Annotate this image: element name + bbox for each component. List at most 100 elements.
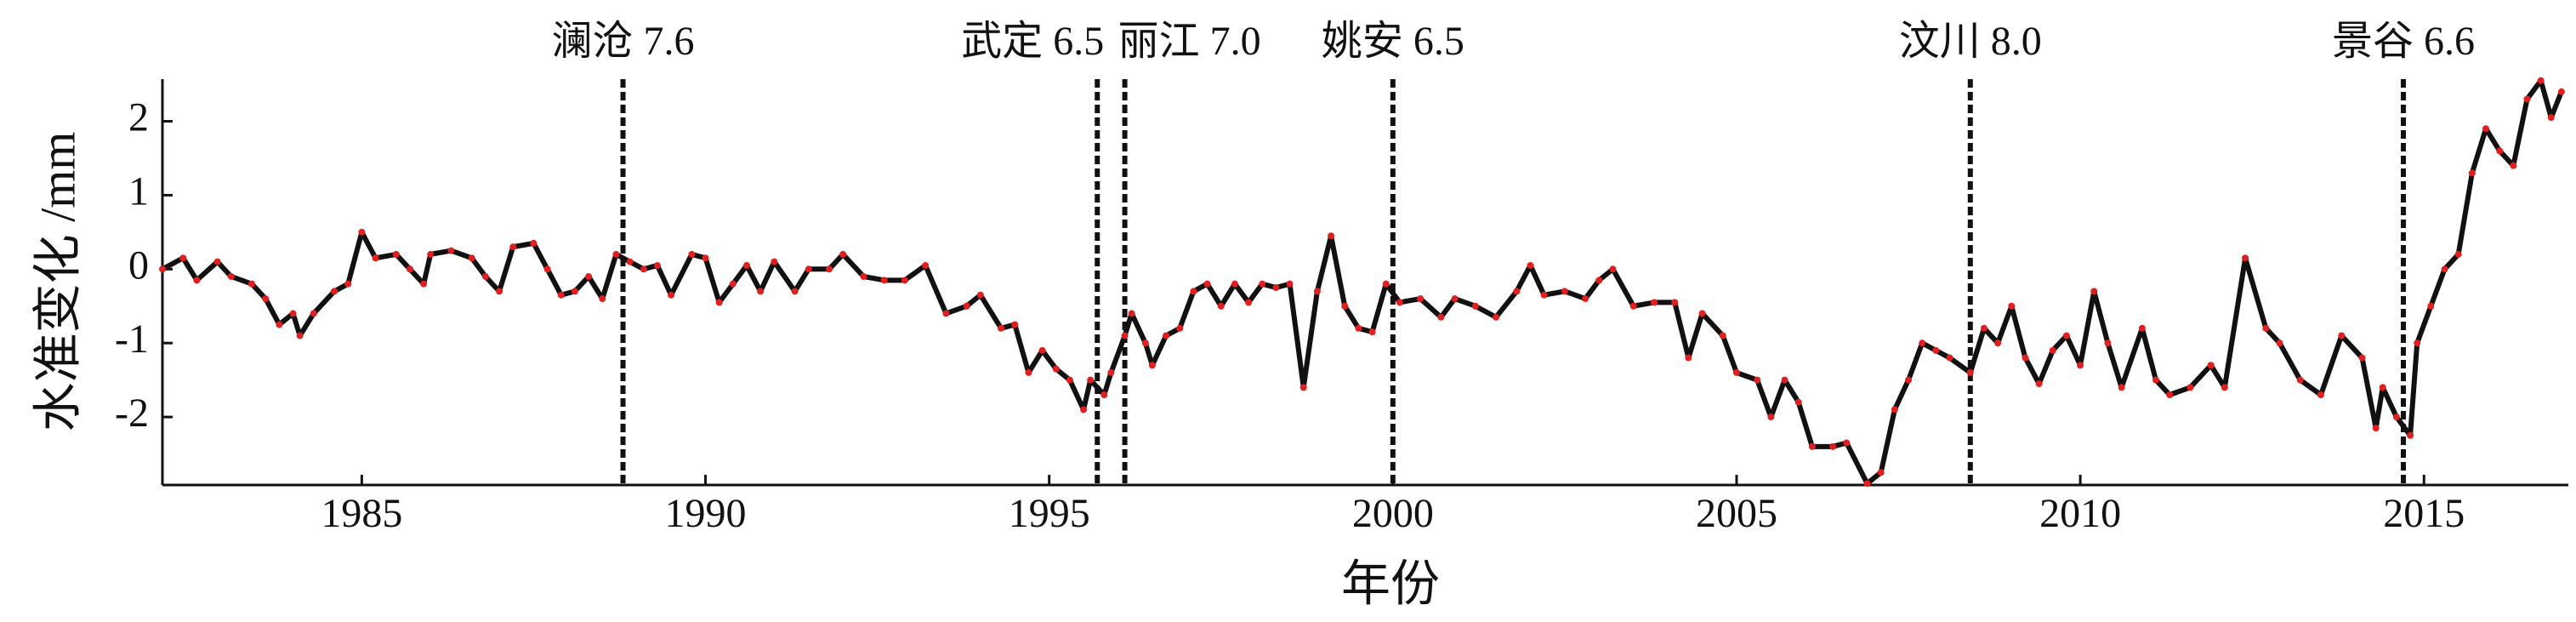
x-tick-label: 2015 xyxy=(2383,491,2465,536)
x-tick-label: 1995 xyxy=(1009,491,1090,536)
data-point xyxy=(1141,340,1149,347)
y-axis-label: 水准变化 /mm xyxy=(30,132,85,432)
data-point xyxy=(1052,365,1060,373)
data-point xyxy=(998,324,1005,332)
data-point xyxy=(2379,384,2386,391)
data-point xyxy=(1299,384,1307,391)
y-tick-label: 2 xyxy=(128,95,149,140)
data-point xyxy=(1877,469,1885,476)
data-point xyxy=(1471,302,1479,310)
data-point xyxy=(276,321,283,328)
data-point xyxy=(2510,162,2517,169)
data-point xyxy=(729,280,736,288)
data-point xyxy=(1905,376,1913,384)
data-point xyxy=(289,310,297,317)
data-point xyxy=(179,254,187,262)
data-point xyxy=(1698,310,1706,317)
data-point xyxy=(1582,295,1589,303)
data-point xyxy=(1685,354,1692,362)
data-point xyxy=(1719,332,1726,340)
data-point xyxy=(880,277,888,284)
data-point xyxy=(193,277,201,284)
data-point xyxy=(976,291,984,299)
data-point xyxy=(2468,169,2476,177)
data-point xyxy=(1891,406,1898,414)
data-point xyxy=(2022,354,2029,362)
data-point xyxy=(1148,362,1156,369)
data-point xyxy=(702,254,709,262)
data-point xyxy=(2008,302,2016,310)
data-point xyxy=(1732,368,1740,376)
data-point xyxy=(805,265,812,273)
data-point xyxy=(213,258,221,265)
data-point xyxy=(509,243,517,251)
data-point xyxy=(1417,295,1424,303)
data-point xyxy=(826,265,833,273)
data-point xyxy=(612,250,620,258)
data-point xyxy=(2372,425,2380,432)
data-point xyxy=(1829,442,1837,450)
data-point xyxy=(2077,362,2084,369)
data-point xyxy=(1121,332,1129,340)
data-point xyxy=(1203,280,1211,288)
data-point xyxy=(392,250,400,258)
data-point xyxy=(420,280,428,288)
x-tick-label: 2010 xyxy=(2039,491,2121,536)
data-point xyxy=(2407,431,2414,439)
data-point xyxy=(406,265,413,273)
data-point xyxy=(557,291,565,299)
data-point xyxy=(2441,265,2448,273)
data-point xyxy=(599,295,606,303)
data-point xyxy=(1781,376,1788,384)
data-point xyxy=(468,254,475,262)
data-point xyxy=(2262,324,2270,332)
data-point xyxy=(922,261,930,269)
data-point xyxy=(2276,340,2283,347)
data-point xyxy=(1767,414,1775,421)
data-point xyxy=(1066,376,1073,384)
data-point xyxy=(791,288,799,295)
data-point xyxy=(653,261,661,269)
data-point xyxy=(668,291,675,299)
event-label: 汶川 8.0 xyxy=(1899,19,2042,64)
data-point xyxy=(640,265,647,273)
data-point xyxy=(1286,280,1294,288)
data-point xyxy=(2392,414,2400,421)
data-point xyxy=(2035,379,2043,387)
data-point xyxy=(427,250,435,258)
data-point xyxy=(344,280,352,288)
data-point xyxy=(2414,340,2421,347)
event-label: 武定 6.5 xyxy=(961,19,1104,64)
event-label: 丽江 7.0 xyxy=(1118,19,1261,64)
data-point xyxy=(901,277,908,284)
data-point xyxy=(1540,291,1548,299)
data-point xyxy=(1100,391,1108,398)
data-point xyxy=(372,254,379,262)
data-point xyxy=(331,288,338,295)
data-point xyxy=(358,228,366,236)
data-point xyxy=(1980,324,1987,332)
data-point xyxy=(2557,88,2565,95)
data-point xyxy=(1382,280,1390,288)
y-tick-label: -2 xyxy=(115,391,149,436)
event-label: 景谷 6.6 xyxy=(2332,19,2475,64)
data-point xyxy=(1396,299,1403,306)
data-point xyxy=(963,302,970,310)
data-point xyxy=(1794,398,1802,406)
data-point xyxy=(2537,77,2545,84)
data-point xyxy=(1038,346,1046,354)
data-point xyxy=(1609,265,1617,273)
data-point xyxy=(2427,302,2435,310)
data-point xyxy=(715,299,723,306)
data-point xyxy=(743,261,751,269)
data-point xyxy=(1355,324,1362,332)
data-point xyxy=(2242,254,2249,262)
data-point xyxy=(2547,114,2555,122)
data-point xyxy=(839,250,847,258)
y-tick-label: 0 xyxy=(128,243,149,288)
data-point xyxy=(2221,384,2228,391)
data-point xyxy=(543,265,551,273)
data-point xyxy=(1595,277,1603,284)
data-point xyxy=(2138,324,2146,332)
